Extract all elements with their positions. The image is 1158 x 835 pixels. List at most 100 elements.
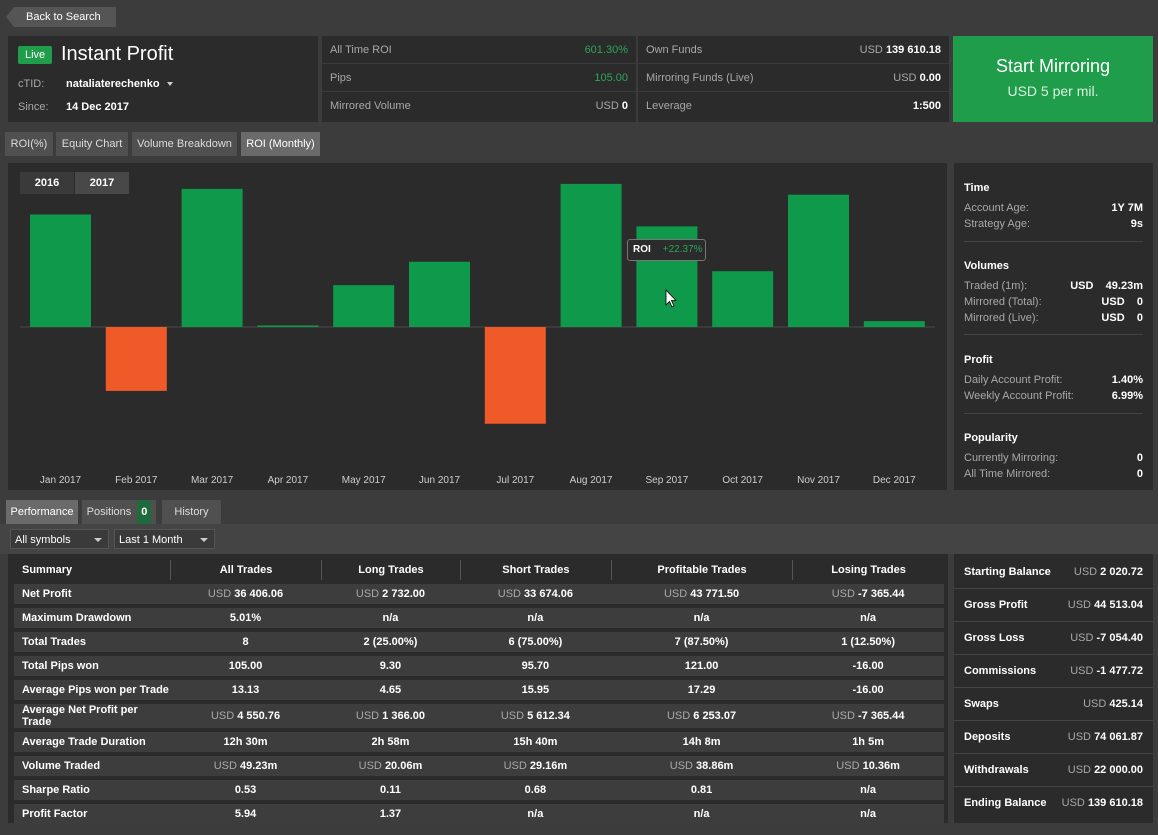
tab-equity-chart[interactable]: Equity Chart	[56, 132, 128, 156]
balance-label: Ending Balance	[964, 797, 1047, 809]
daily-profit-row: Daily Account Profit: 1.40%	[964, 374, 1143, 386]
amount: 0	[621, 100, 628, 112]
positions-count-badge: 0	[137, 500, 152, 524]
table-header-row: Summary All Trades Long Trades Short Trades…	[14, 560, 944, 580]
balance-value: USD 22 000.00	[1068, 754, 1143, 787]
start-mirroring-button[interactable]: Start Mirroring USD 5 per mil.	[953, 36, 1153, 122]
tab-roi-percent[interactable]: ROI(%)	[5, 132, 53, 156]
currency-label: USD	[497, 588, 525, 600]
table-cell: 95.70	[459, 656, 611, 676]
chart-bar[interactable]	[788, 194, 849, 327]
table-row: Maximum Drawdown 5.01% n/a n/a n/a n/a	[14, 608, 944, 628]
chart-bar[interactable]	[333, 285, 395, 327]
stat-value: 105.00	[594, 72, 628, 84]
tab-history[interactable]: History	[162, 500, 221, 524]
currency-label: USD	[669, 760, 697, 772]
row-label: Average Pips won per Trade	[14, 680, 170, 700]
x-tick-label: Feb 2017	[115, 475, 158, 486]
amount: -1 477.72	[1096, 665, 1143, 677]
divider	[964, 413, 1143, 414]
table-cell: n/a	[792, 804, 944, 824]
ctid-dropdown[interactable]: nataliaterechenko	[66, 78, 173, 90]
amount: 2 732.00	[382, 588, 425, 600]
table-cell: USD 33 674.06	[459, 584, 611, 604]
row-label: Average Trade Duration	[14, 732, 170, 752]
divider	[964, 241, 1143, 242]
table-cell: n/a	[321, 608, 460, 628]
amount: 0.00	[919, 72, 941, 84]
balance-label: Starting Balance	[964, 566, 1051, 578]
row-label: Net Profit	[14, 584, 170, 604]
chart-bar[interactable]	[484, 327, 546, 424]
x-tick-label: Aug 2017	[570, 475, 613, 486]
amount: 10.36m	[862, 760, 900, 772]
table-cell: 7 (87.50%)	[610, 632, 793, 652]
since-value: 14 Dec 2017	[66, 101, 129, 113]
table-cell: 9.30	[321, 656, 460, 676]
ctid-label: cTID:	[18, 78, 45, 90]
amount: 74 061.87	[1094, 731, 1143, 743]
table-row: Average Net Profit per Trade USD 4 550.76…	[14, 704, 944, 728]
year-2016-button[interactable]: 2016	[20, 172, 74, 194]
stat-value: 1:500	[912, 100, 941, 112]
amount: 2 020.72	[1100, 566, 1143, 578]
chart-tooltip: ROI +22.37%	[627, 239, 706, 261]
balance-value: USD -1 477.72	[1070, 655, 1143, 688]
table-cell: USD 10.36m	[792, 756, 944, 776]
row-value: USD 0	[1101, 312, 1143, 324]
chart-bar[interactable]	[30, 214, 91, 328]
tab-volume-breakdown[interactable]: Volume Breakdown	[132, 132, 237, 156]
column-header: All Trades	[170, 560, 322, 580]
symbols-filter-select[interactable]: All symbols	[10, 529, 109, 549]
table-row: Volume Traded USD 49.23m USD 20.06m USD 29.…	[14, 756, 944, 776]
tab-roi-monthly[interactable]: ROI (Monthly)	[241, 132, 320, 156]
currency-label: USD	[595, 100, 619, 112]
row-label: Volume Traded	[14, 756, 170, 776]
chevron-down-icon	[200, 538, 208, 542]
row-label: Maximum Drawdown	[14, 608, 170, 628]
chart-bar[interactable]	[105, 327, 167, 391]
currency-label: USD	[500, 710, 528, 722]
table-cell: 5.01%	[170, 608, 322, 628]
balance-row: Starting Balance USD 2 020.72	[954, 556, 1153, 589]
tab-performance[interactable]: Performance	[6, 500, 78, 524]
chart-bar[interactable]	[712, 271, 774, 327]
stat-label: Pips	[330, 72, 352, 84]
amount: -7 054.40	[1096, 632, 1143, 644]
currency-label: USD	[1073, 566, 1101, 578]
balance-label: Withdrawals	[964, 764, 1029, 776]
since-label: Since:	[18, 101, 49, 113]
year-2017-button[interactable]: 2017	[75, 172, 129, 194]
currency-label: USD	[210, 710, 238, 722]
currency-label: USD	[1070, 665, 1097, 677]
table-cell: 2h 58m	[321, 732, 460, 752]
currency-label: USD	[358, 760, 385, 772]
account-age-row: Account Age: 1Y 7M	[964, 202, 1143, 214]
balance-label: Deposits	[964, 731, 1011, 743]
x-tick-label: Mar 2017	[191, 475, 234, 486]
chart-bar[interactable]	[257, 325, 319, 328]
tab-positions[interactable]: Positions 0	[82, 500, 156, 524]
chart-bar[interactable]	[560, 183, 622, 327]
row-value: 1.40%	[1111, 374, 1143, 386]
table-cell: 0.11	[321, 780, 460, 800]
chart-bar[interactable]	[181, 188, 243, 327]
table-cell: 6 (75.00%)	[459, 632, 611, 652]
balance-value: USD 74 061.87	[1068, 721, 1143, 754]
table-cell: 1.37	[321, 804, 460, 824]
back-to-search-button[interactable]: Back to Search	[6, 7, 116, 27]
table-cell: 1h 5m	[792, 732, 944, 752]
table-cell: 121.00	[610, 656, 793, 676]
currency-label: USD	[1070, 632, 1097, 644]
amount: 139 610.18	[885, 44, 941, 56]
table-row: Total Trades 8 2 (25.00%) 6 (75.00%) 7 (87.5…	[14, 632, 944, 652]
chart-bar[interactable]	[863, 321, 925, 327]
table-cell: USD 20.06m	[321, 756, 460, 776]
chart-bar[interactable]	[409, 261, 470, 327]
row-label: Weekly Account Profit:	[964, 390, 1074, 402]
period-filter-select[interactable]: Last 1 Month	[114, 529, 215, 549]
table-row: Average Pips won per Trade 13.13 4.65 15.95…	[14, 680, 944, 700]
x-tick-label: Nov 2017	[797, 475, 840, 486]
stat-label: Leverage	[646, 100, 692, 112]
x-tick-label: Jan 2017	[40, 475, 82, 486]
